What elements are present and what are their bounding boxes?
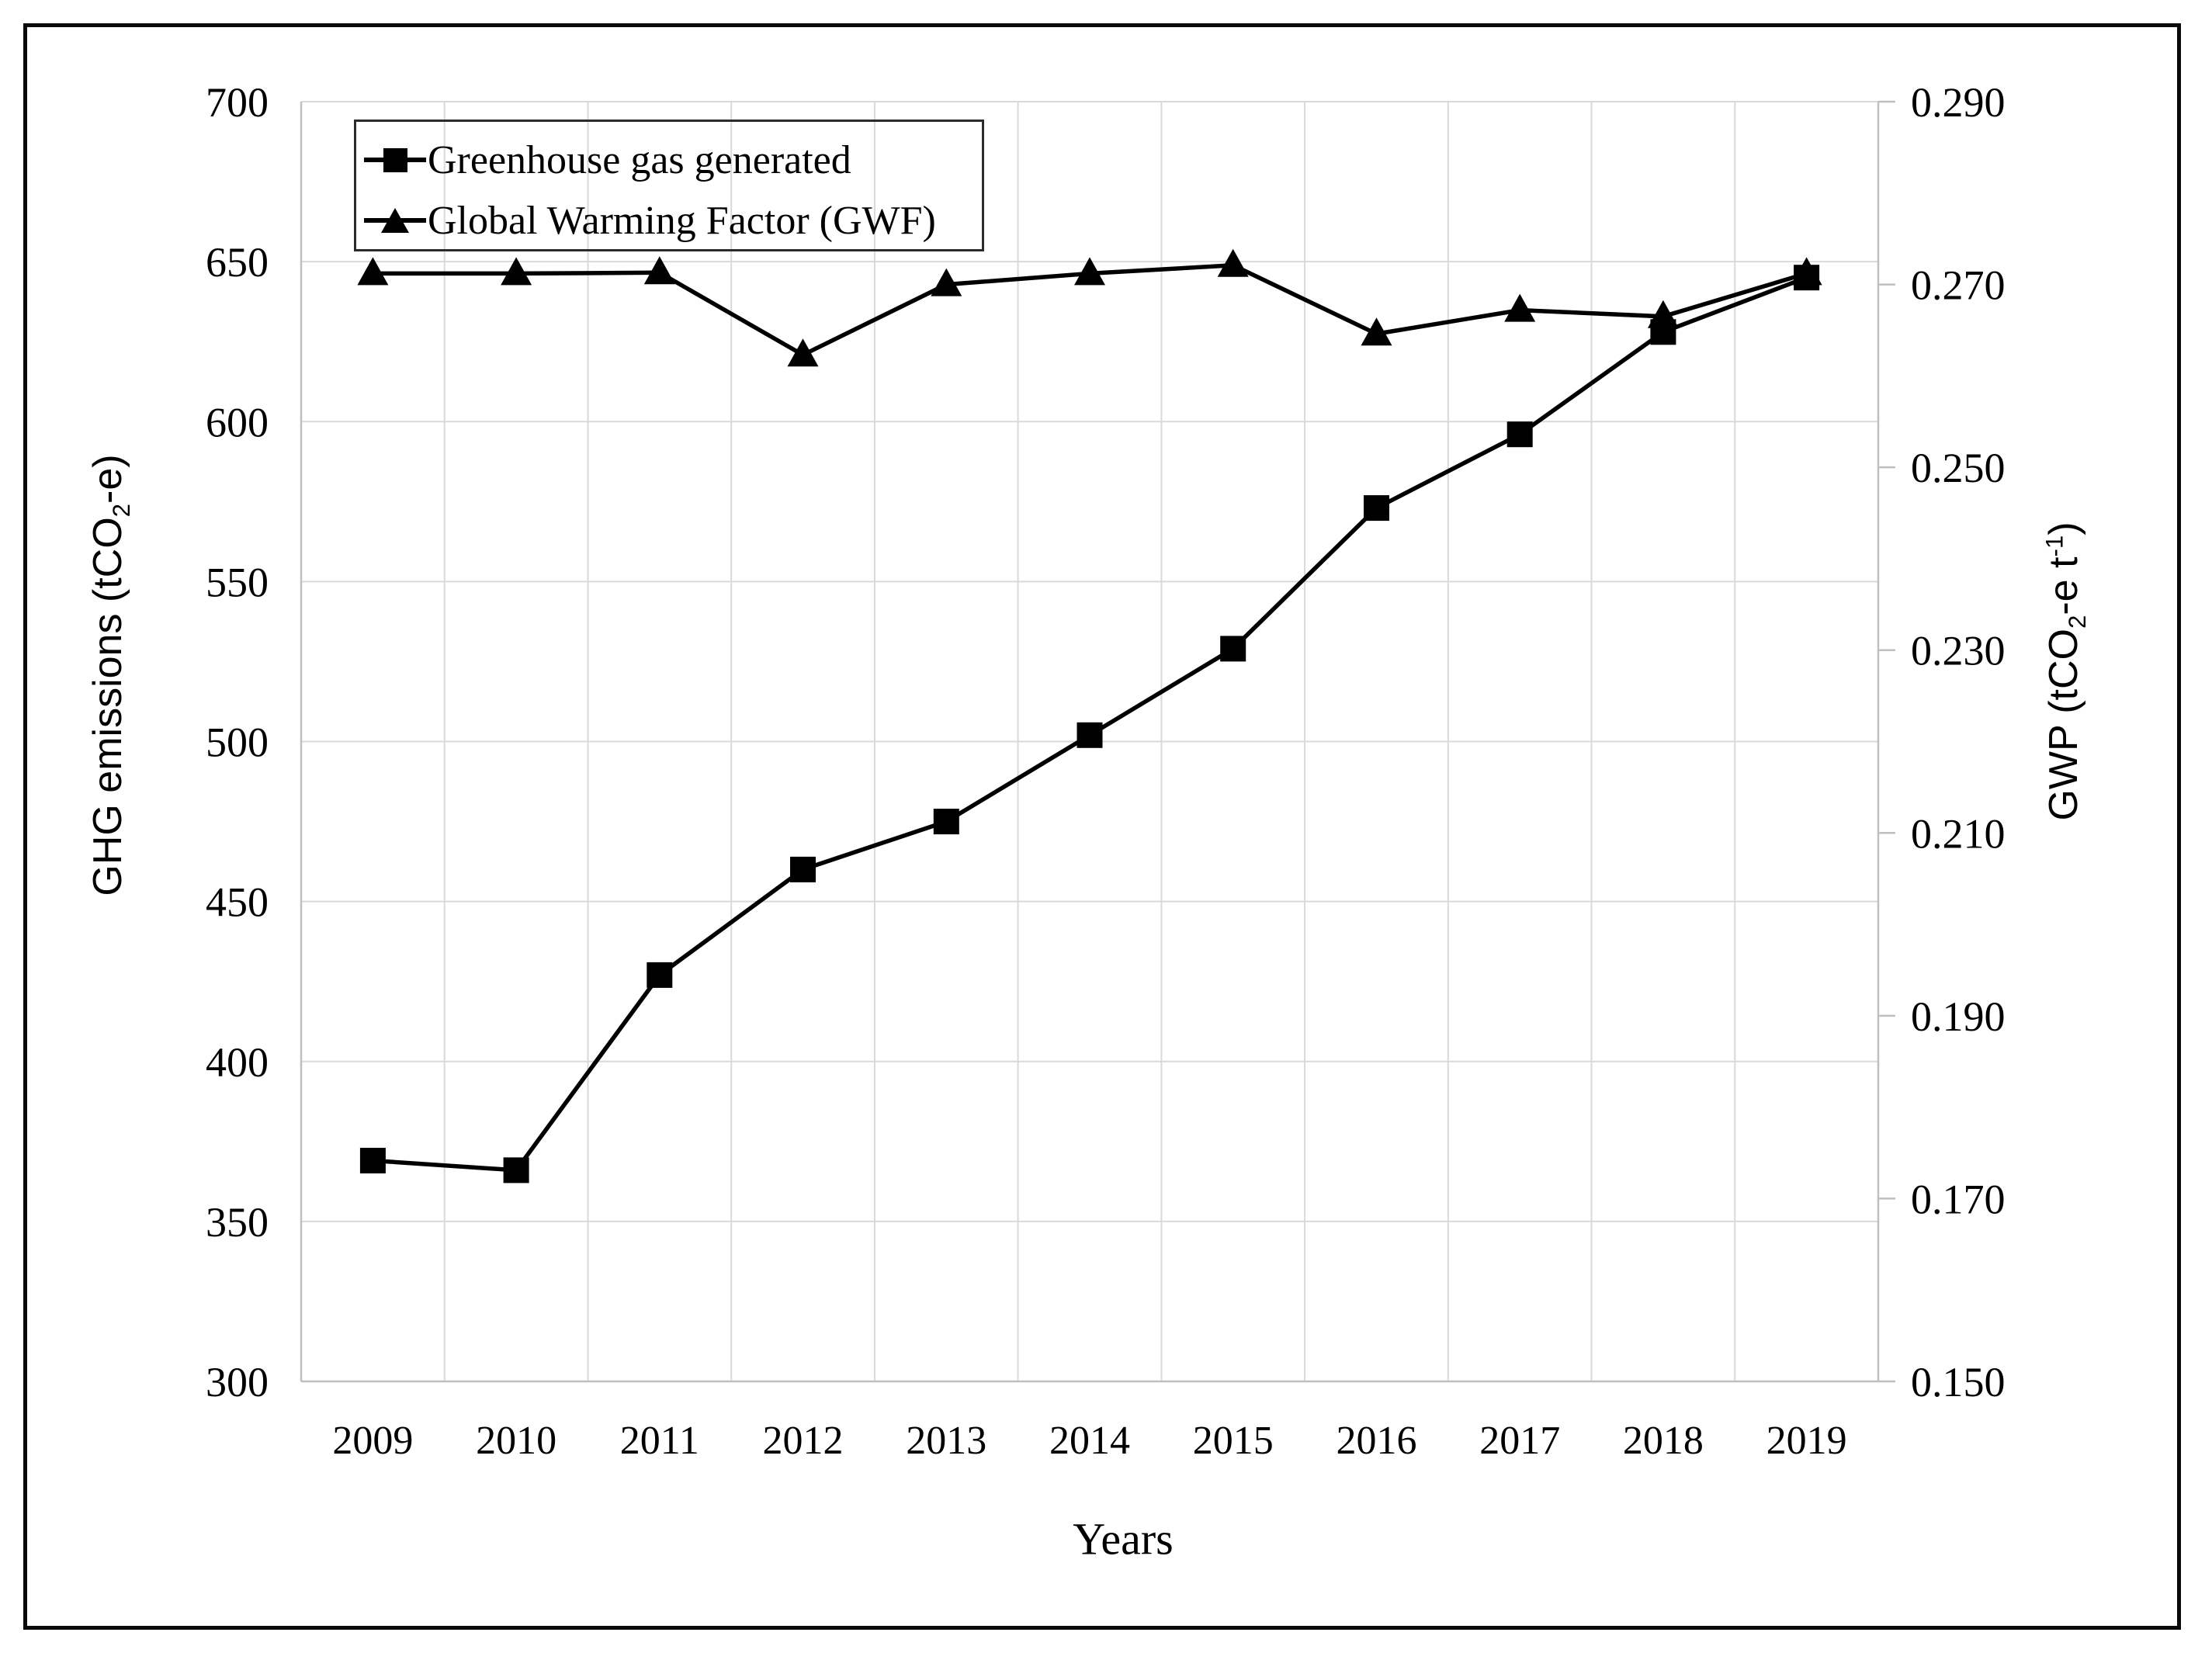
ghg-point-2011 (647, 962, 673, 988)
gwf-point-2010 (501, 257, 532, 286)
left-axis-tick-label: 400 (206, 1039, 269, 1086)
ghg-point-2017 (1506, 421, 1533, 448)
right-axis-tick-label: 0.150 (1911, 1359, 2006, 1405)
right-axis-tick-label: 0.290 (1911, 79, 2006, 126)
ghg-point-2015 (1220, 636, 1246, 662)
gwf-point-2011 (643, 256, 675, 285)
left-axis-tick-label: 500 (206, 719, 269, 766)
gwf-point-2012 (787, 338, 819, 367)
x-axis-tick-label: 2017 (1479, 1419, 1560, 1463)
x-axis-tick-label: 2015 (1193, 1419, 1274, 1463)
right-axis-tick-label: 0.250 (1911, 445, 2006, 491)
x-axis-tick-label: 2014 (1049, 1419, 1130, 1463)
x-axis-tick-label: 2018 (1623, 1419, 1704, 1463)
legend-label-gwf: Global Warming Factor (GWF) (428, 198, 936, 243)
ghg-point-2010 (503, 1157, 529, 1183)
gwf-point-2015 (1217, 248, 1249, 277)
x-axis-tick-label: 2019 (1766, 1419, 1847, 1463)
legend-label-ghg: Greenhouse gas generated (428, 137, 851, 182)
left-axis-tick-label: 650 (206, 239, 269, 286)
right-axis-tick-label: 0.270 (1911, 262, 2006, 309)
gwf-point-2017 (1504, 293, 1536, 322)
figure-border (23, 23, 2181, 1630)
left-axis-title: GHG emissions (tCO2-e) (85, 454, 136, 896)
left-axis-tick-label: 550 (206, 559, 269, 605)
right-axis-title: GWP (tCO2-e t-1) (2040, 522, 2092, 821)
right-axis-tick-label: 0.190 (1911, 993, 2006, 1040)
triangle-marker-icon (364, 199, 426, 241)
ghg-point-2019 (1794, 265, 1820, 291)
ghg-point-2013 (933, 809, 959, 835)
left-axis-tick-label: 450 (206, 879, 269, 926)
square-marker-icon (364, 139, 426, 181)
legend-item-ghg[interactable]: Greenhouse gas generated (364, 137, 851, 182)
ghg-point-2014 (1077, 722, 1103, 748)
x-axis-tick-label: 2009 (332, 1419, 413, 1463)
legend-box: Greenhouse gas generated Global Warming … (354, 120, 984, 251)
right-axis-tick-label: 0.210 (1911, 810, 2006, 857)
right-axis-tick-label: 0.230 (1911, 628, 2006, 674)
ghg-point-2018 (1650, 319, 1676, 345)
left-axis-tick-label: 300 (206, 1359, 269, 1405)
ghg-point-2012 (790, 856, 816, 882)
ghg-point-2016 (1364, 495, 1389, 522)
legend-item-gwf[interactable]: Global Warming Factor (GWF) (364, 198, 936, 243)
x-axis-title: Years (1073, 1513, 1174, 1565)
gwf-point-2013 (931, 268, 962, 296)
x-axis-tick-label: 2012 (763, 1419, 844, 1463)
x-axis-tick-label: 2016 (1337, 1419, 1417, 1463)
left-axis-tick-label: 700 (206, 79, 269, 126)
x-axis-tick-label: 2011 (620, 1419, 699, 1463)
gwf-point-2016 (1361, 317, 1392, 346)
ghg-point-2009 (359, 1148, 386, 1173)
x-axis-tick-label: 2010 (476, 1419, 556, 1463)
x-axis-tick-label: 2013 (906, 1419, 986, 1463)
gwf-point-2014 (1074, 257, 1105, 286)
left-axis-tick-label: 600 (206, 399, 269, 445)
left-axis-tick-label: 350 (206, 1199, 269, 1246)
right-axis-tick-label: 0.170 (1911, 1176, 2006, 1222)
gwf-point-2009 (357, 257, 389, 286)
